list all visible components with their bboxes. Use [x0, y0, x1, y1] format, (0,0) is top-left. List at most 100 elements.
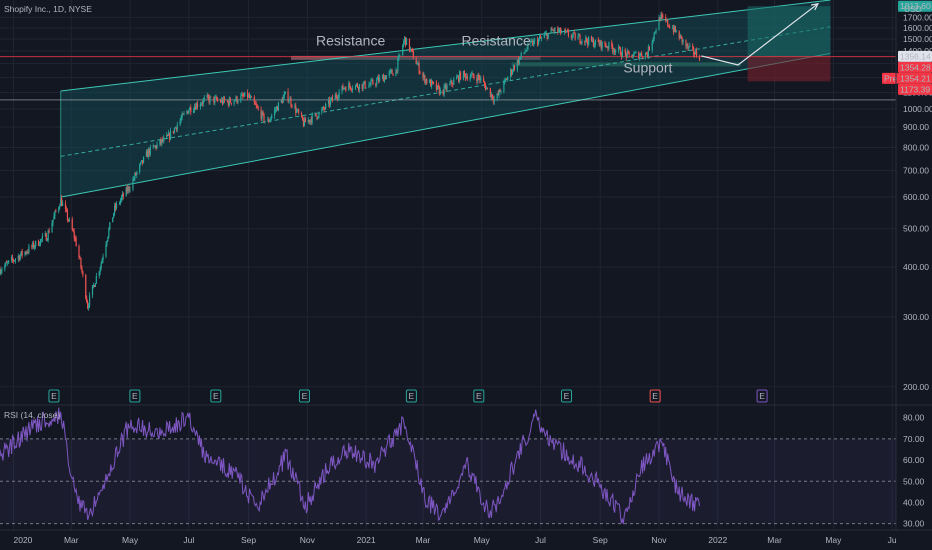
- candle[interactable]: [53, 215, 55, 220]
- candle[interactable]: [492, 98, 494, 102]
- candle[interactable]: [311, 114, 313, 123]
- candle[interactable]: [172, 130, 175, 133]
- candle[interactable]: [362, 83, 364, 89]
- candle[interactable]: [510, 69, 512, 78]
- candle[interactable]: [80, 258, 82, 268]
- candle[interactable]: [202, 99, 204, 104]
- candle[interactable]: [323, 107, 325, 109]
- candle[interactable]: [82, 271, 84, 275]
- channel-upper-line[interactable]: [60, 0, 831, 92]
- candle[interactable]: [345, 87, 347, 91]
- candle[interactable]: [593, 44, 596, 47]
- candle[interactable]: [59, 206, 61, 208]
- candle[interactable]: [507, 77, 509, 81]
- candle[interactable]: [687, 44, 689, 49]
- candle[interactable]: [161, 139, 163, 144]
- candle[interactable]: [462, 71, 465, 80]
- candle[interactable]: [572, 32, 574, 36]
- candle[interactable]: [11, 257, 14, 260]
- candle[interactable]: [524, 51, 526, 53]
- candle[interactable]: [571, 35, 573, 38]
- candle[interactable]: [689, 45, 691, 47]
- candle[interactable]: [173, 128, 175, 133]
- candle[interactable]: [641, 53, 643, 57]
- candle[interactable]: [78, 246, 80, 258]
- candle[interactable]: [67, 219, 70, 221]
- candle[interactable]: [553, 30, 555, 32]
- candle[interactable]: [399, 54, 401, 56]
- candle[interactable]: [615, 50, 617, 53]
- candle[interactable]: [91, 285, 94, 296]
- candle[interactable]: [356, 83, 359, 88]
- candle[interactable]: [115, 205, 117, 209]
- candle[interactable]: [698, 56, 701, 61]
- candle[interactable]: [431, 80, 434, 83]
- candle[interactable]: [300, 113, 303, 116]
- earnings-marker[interactable]: [210, 389, 222, 403]
- candle[interactable]: [459, 72, 462, 80]
- candle[interactable]: [176, 124, 178, 130]
- candle[interactable]: [289, 98, 291, 101]
- candle[interactable]: [203, 97, 205, 100]
- candle[interactable]: [496, 93, 498, 99]
- candle[interactable]: [244, 92, 246, 97]
- candle[interactable]: [559, 27, 561, 31]
- candle[interactable]: [120, 197, 122, 201]
- candle[interactable]: [544, 33, 546, 35]
- candle[interactable]: [37, 240, 40, 246]
- projection-line[interactable]: [701, 3, 819, 66]
- candle[interactable]: [81, 267, 83, 272]
- candle[interactable]: [141, 160, 144, 163]
- candle[interactable]: [551, 28, 553, 31]
- candle[interactable]: [526, 49, 528, 51]
- candle[interactable]: [525, 50, 527, 52]
- candle[interactable]: [181, 113, 183, 119]
- candle[interactable]: [274, 109, 277, 111]
- candle[interactable]: [47, 230, 49, 241]
- candle[interactable]: [418, 63, 420, 73]
- candle[interactable]: [426, 79, 428, 83]
- candle[interactable]: [253, 97, 255, 103]
- earnings-marker[interactable]: [756, 389, 768, 403]
- candle[interactable]: [647, 46, 649, 57]
- candle[interactable]: [118, 202, 121, 204]
- candle[interactable]: [233, 101, 235, 104]
- candle[interactable]: [100, 263, 102, 268]
- candle[interactable]: [354, 85, 357, 89]
- candle[interactable]: [206, 94, 208, 98]
- candle[interactable]: [288, 100, 290, 102]
- candle[interactable]: [484, 82, 486, 85]
- candle[interactable]: [102, 256, 104, 260]
- candle[interactable]: [533, 40, 535, 46]
- candle[interactable]: [38, 244, 41, 246]
- candle[interactable]: [317, 117, 319, 119]
- candle[interactable]: [61, 198, 63, 206]
- candle[interactable]: [294, 105, 296, 107]
- candle[interactable]: [287, 91, 289, 102]
- candle[interactable]: [112, 217, 114, 223]
- candle[interactable]: [1, 269, 3, 272]
- candle[interactable]: [89, 295, 91, 306]
- candle[interactable]: [153, 145, 155, 147]
- candle[interactable]: [619, 48, 622, 56]
- candle[interactable]: [694, 53, 696, 55]
- candle[interactable]: [585, 37, 587, 43]
- candle[interactable]: [58, 207, 60, 212]
- candle[interactable]: [405, 38, 408, 46]
- candle[interactable]: [193, 110, 195, 113]
- candle[interactable]: [395, 69, 397, 76]
- candle[interactable]: [577, 36, 579, 40]
- candle[interactable]: [645, 52, 648, 55]
- candle[interactable]: [464, 73, 466, 79]
- candle[interactable]: [303, 118, 306, 127]
- candle[interactable]: [668, 25, 670, 27]
- candle[interactable]: [175, 127, 177, 130]
- candle[interactable]: [503, 80, 505, 92]
- candle[interactable]: [160, 139, 162, 144]
- candle[interactable]: [644, 52, 647, 58]
- candle[interactable]: [681, 36, 683, 43]
- candle[interactable]: [270, 118, 272, 121]
- candle[interactable]: [662, 15, 664, 17]
- candle[interactable]: [127, 186, 129, 192]
- rsi-pane[interactable]: [0, 407, 896, 525]
